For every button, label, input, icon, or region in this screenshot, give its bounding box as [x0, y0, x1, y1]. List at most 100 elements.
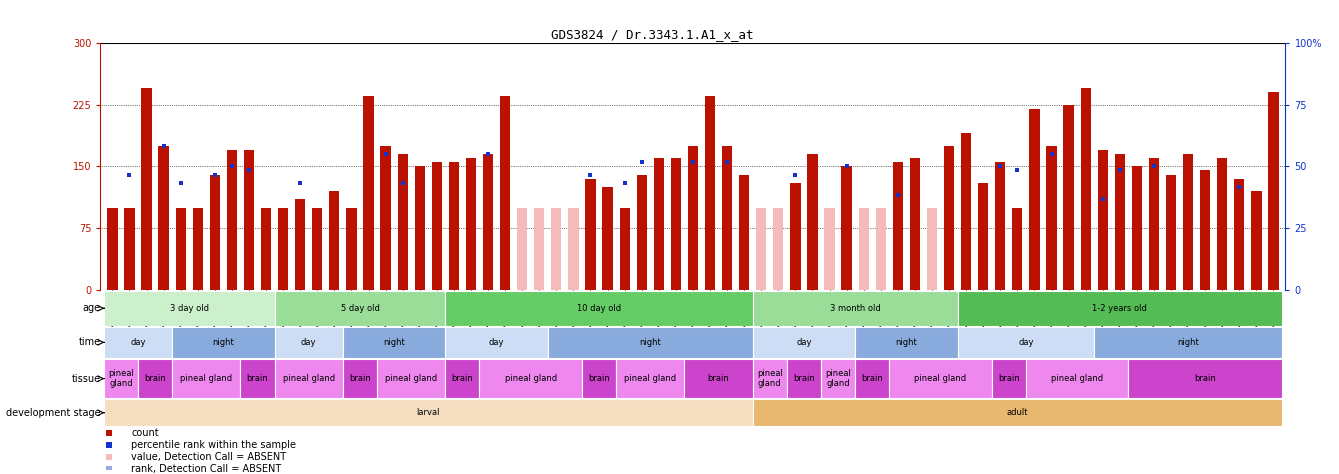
Bar	[620, 208, 629, 290]
Bar	[957, 327, 1094, 358]
Text: brain: brain	[145, 374, 166, 383]
Bar	[363, 96, 374, 290]
Bar	[241, 359, 274, 398]
Bar	[279, 208, 288, 290]
Text: pineal gland: pineal gland	[915, 374, 967, 383]
Bar	[1081, 88, 1091, 290]
Bar	[534, 208, 545, 290]
Bar	[347, 208, 356, 290]
Bar	[446, 359, 479, 398]
Bar	[1251, 191, 1261, 290]
Bar	[1235, 179, 1244, 290]
Bar	[909, 158, 920, 290]
Bar	[274, 327, 343, 358]
Text: day: day	[130, 338, 146, 347]
Bar	[856, 359, 889, 398]
Bar	[1114, 154, 1125, 290]
Bar	[534, 228, 545, 290]
Bar	[1131, 166, 1142, 290]
Bar	[773, 228, 783, 290]
Text: percentile rank within the sample: percentile rank within the sample	[131, 440, 296, 450]
Text: pineal gland: pineal gland	[283, 374, 335, 383]
Text: day: day	[489, 338, 505, 347]
Text: day: day	[1018, 338, 1034, 347]
Bar	[841, 166, 852, 290]
Text: adult: adult	[1007, 408, 1028, 417]
Text: 1-2 years old: 1-2 years old	[1093, 304, 1148, 313]
Bar	[499, 96, 510, 290]
Bar	[1030, 109, 1039, 290]
Text: count: count	[131, 428, 159, 438]
Bar	[552, 208, 561, 290]
Bar	[1129, 359, 1281, 398]
Bar	[603, 187, 613, 290]
Text: brain: brain	[588, 374, 609, 383]
Bar	[431, 162, 442, 290]
Bar	[787, 359, 821, 398]
Text: brain: brain	[349, 374, 371, 383]
Bar	[1166, 174, 1176, 290]
Bar	[552, 208, 561, 290]
Bar	[210, 174, 220, 290]
Bar	[927, 265, 937, 290]
Bar	[1098, 150, 1107, 290]
Text: development stage: development stage	[7, 408, 100, 418]
Bar	[158, 146, 169, 290]
Text: night: night	[896, 338, 917, 347]
Text: 3 month old: 3 month old	[830, 304, 881, 313]
Bar	[568, 208, 578, 290]
Bar	[753, 359, 787, 398]
Bar	[753, 400, 1281, 426]
Text: brain: brain	[451, 374, 473, 383]
Text: pineal gland: pineal gland	[386, 374, 438, 383]
Bar	[104, 291, 274, 326]
Text: day: day	[797, 338, 811, 347]
Bar	[274, 359, 343, 398]
Bar	[1094, 327, 1281, 358]
Text: 5 day old: 5 day old	[340, 304, 379, 313]
Bar	[343, 327, 446, 358]
Bar	[1149, 158, 1160, 290]
Text: pineal gland: pineal gland	[624, 374, 676, 383]
Bar	[825, 208, 834, 290]
Bar	[142, 88, 151, 290]
Bar	[104, 400, 753, 426]
Bar	[479, 359, 582, 398]
Bar	[889, 359, 992, 398]
Bar	[807, 154, 818, 290]
Text: night: night	[213, 338, 234, 347]
Bar	[790, 183, 801, 290]
Bar	[104, 327, 173, 358]
Bar	[517, 208, 528, 290]
Bar	[821, 359, 856, 398]
Bar	[1200, 171, 1210, 290]
Bar	[957, 291, 1281, 326]
Bar	[175, 208, 186, 290]
Bar	[1063, 105, 1074, 290]
Text: GDS3824 / Dr.3343.1.A1_x_at: GDS3824 / Dr.3343.1.A1_x_at	[550, 28, 754, 42]
Bar	[104, 359, 138, 398]
Bar	[380, 146, 391, 290]
Bar	[858, 208, 869, 290]
Text: pineal
gland: pineal gland	[108, 369, 134, 388]
Bar	[244, 150, 254, 290]
Bar	[568, 208, 578, 290]
Text: night: night	[383, 338, 404, 347]
Bar	[757, 208, 766, 290]
Bar	[585, 179, 596, 290]
Text: night: night	[639, 338, 661, 347]
Bar	[616, 359, 684, 398]
Text: brain: brain	[708, 374, 730, 383]
Text: time: time	[79, 337, 100, 347]
Bar	[825, 208, 834, 290]
Bar	[173, 327, 274, 358]
Bar	[226, 150, 237, 290]
Bar	[893, 162, 902, 290]
Bar	[1217, 158, 1228, 290]
Text: 3 day old: 3 day old	[170, 304, 209, 313]
Bar	[858, 208, 869, 290]
Bar	[944, 146, 955, 290]
Bar	[1026, 359, 1129, 398]
Bar	[466, 158, 477, 290]
Bar	[876, 208, 886, 290]
